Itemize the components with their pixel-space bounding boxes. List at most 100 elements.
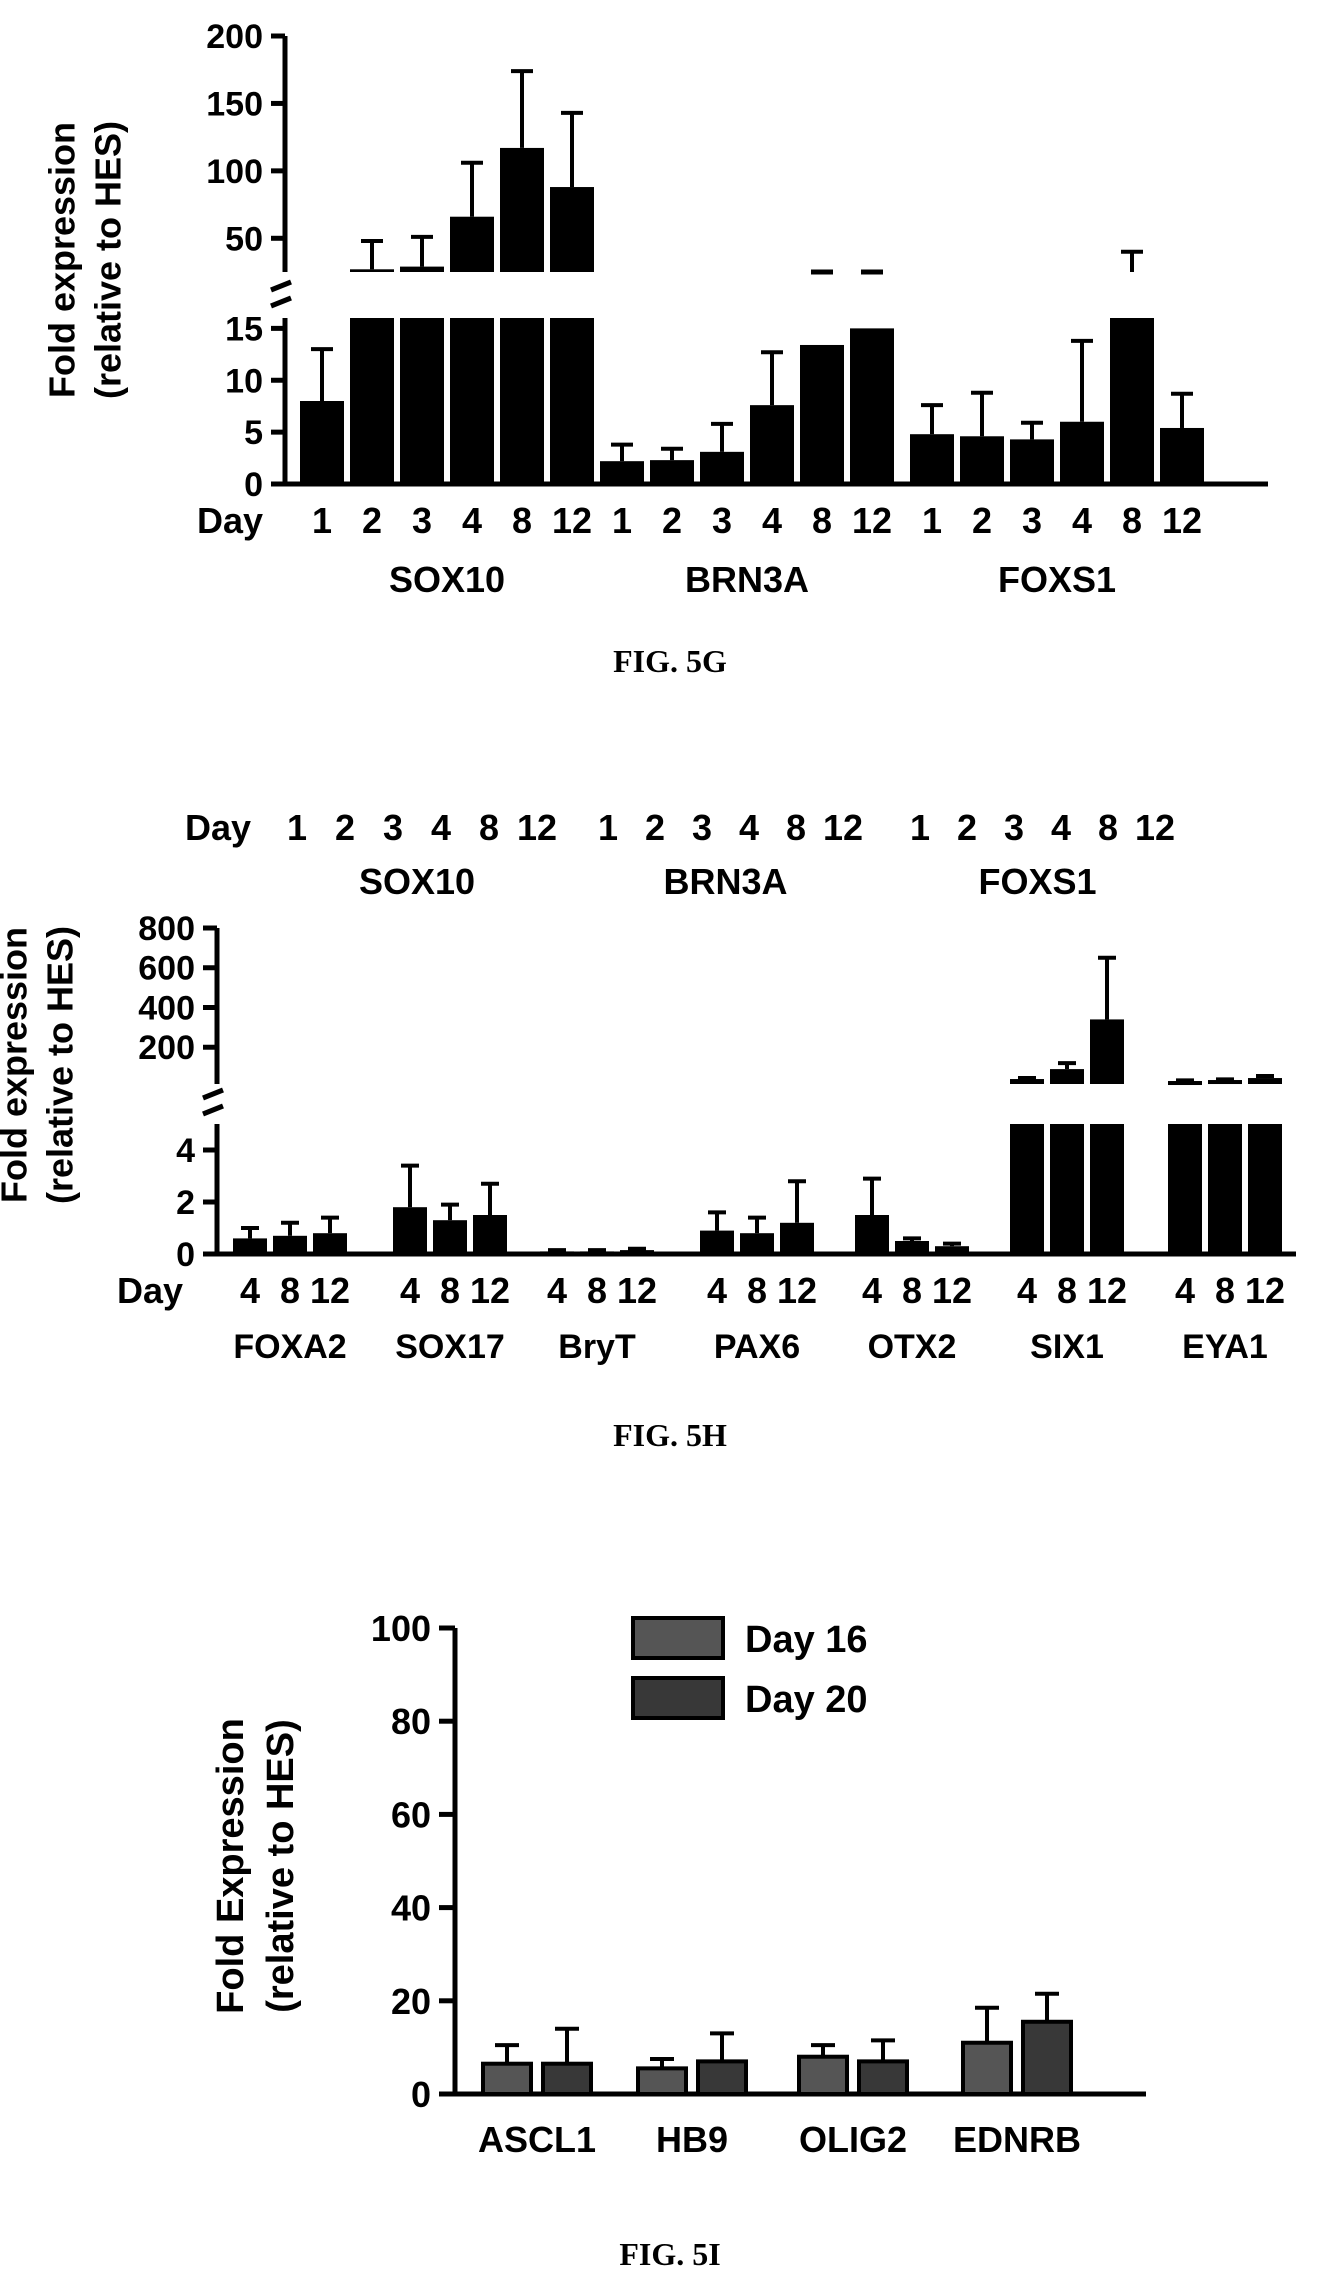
day-tick-label: 12	[552, 500, 592, 541]
legend-swatch	[631, 1616, 725, 1660]
caption-fig-5i: FIG. 5I	[619, 2236, 720, 2272]
bar	[350, 318, 394, 484]
bar	[580, 1251, 614, 1254]
bar	[800, 344, 844, 484]
caption-fig-5g: FIG. 5G	[613, 643, 727, 679]
day-tick-label: 4	[762, 500, 782, 541]
bar	[700, 1230, 734, 1254]
bar	[450, 216, 494, 272]
bar	[850, 328, 894, 484]
day-tick-label: 3	[712, 500, 732, 541]
legend-swatch	[631, 1676, 725, 1720]
y-tick-label: 100	[206, 153, 263, 191]
bar	[300, 401, 344, 484]
day-tick-label: 12	[470, 1270, 510, 1311]
bar	[696, 2059, 748, 2096]
top-day-tick-label: 12	[517, 807, 557, 848]
day-tick-label: 4	[707, 1270, 727, 1311]
bar	[600, 461, 644, 484]
bar	[500, 147, 544, 272]
day-tick-label: 3	[412, 500, 432, 541]
y-tick-label: 5	[244, 414, 263, 452]
bar	[1090, 1124, 1124, 1254]
day-tick-label: 12	[852, 500, 892, 541]
group-label: FOXA2	[233, 1328, 346, 1366]
bar	[473, 1215, 507, 1254]
y-axis-label-0: Fold Expression	[210, 1718, 252, 2014]
day-tick-label: 4	[400, 1270, 420, 1311]
top-group-label: FOXS1	[978, 861, 1096, 902]
bar	[1248, 1124, 1282, 1254]
chart-fig-5i: 0 20 40 60 80 100 Fold Expression (relative to …	[210, 1608, 1146, 2160]
bar	[1010, 1079, 1044, 1084]
day-row-label: Day	[117, 1270, 183, 1311]
category-label: ASCL1	[478, 2119, 596, 2160]
y-tick-label: 200	[138, 1029, 195, 1067]
top-group-label: BRN3A	[663, 861, 787, 902]
day-tick-label: 12	[1087, 1270, 1127, 1311]
y-tick-label: 0	[244, 466, 263, 504]
bar	[481, 2061, 533, 2096]
day-tick-label: 8	[1057, 1270, 1077, 1311]
group-label: BryT	[558, 1328, 636, 1366]
bar	[1160, 427, 1204, 484]
bar	[855, 1215, 889, 1254]
group-label: SIX1	[1030, 1328, 1104, 1366]
y-axis-label-1: (relative to HES)	[40, 926, 81, 1204]
top-day-tick-label: 1	[910, 807, 930, 848]
bar	[750, 405, 794, 484]
day-tick-label: 2	[662, 500, 682, 541]
bar	[393, 1207, 427, 1254]
bar	[935, 1246, 969, 1254]
bar	[1010, 1124, 1044, 1254]
day-tick-label: 8	[747, 1270, 767, 1311]
group-label: OTX2	[868, 1328, 957, 1366]
y-axis-label-0: Fold expression	[0, 927, 35, 1203]
top-day-tick-label: 2	[335, 807, 355, 848]
day-tick-label: 4	[1017, 1270, 1037, 1311]
bar	[895, 1241, 929, 1254]
bar	[550, 187, 594, 272]
y-tick-label: 0	[411, 2074, 431, 2115]
day-tick-label: 8	[512, 500, 532, 541]
bar	[1050, 1069, 1084, 1084]
top-day-tick-label: 2	[645, 807, 665, 848]
day-row-label: Day	[197, 500, 263, 541]
y-tick-label: 60	[391, 1794, 431, 1835]
top-day-tick-label: 3	[692, 807, 712, 848]
y-tick-label: 200	[206, 18, 263, 56]
bar	[500, 318, 544, 484]
bar	[960, 436, 1004, 484]
y-tick-label: 20	[391, 1981, 431, 2022]
day-tick-label: 8	[440, 1270, 460, 1311]
bar	[1021, 2019, 1073, 2097]
group-label: PAX6	[714, 1328, 800, 1366]
bar	[1050, 1124, 1084, 1254]
axis-break-mark	[270, 295, 292, 309]
bar	[433, 1220, 467, 1254]
group-label: EYA1	[1182, 1328, 1268, 1366]
day-tick-label: 1	[312, 500, 332, 541]
caption-fig-5h: FIG. 5H	[613, 1417, 727, 1453]
top-day-tick-label: 8	[479, 807, 499, 848]
y-axis-label-1: (relative to HES)	[88, 121, 129, 399]
bar	[400, 318, 444, 484]
top-day-tick-label: 8	[786, 807, 806, 848]
bar	[540, 1251, 574, 1254]
day-tick-label: 12	[777, 1270, 817, 1311]
day-tick-label: 12	[1162, 500, 1202, 541]
bar	[550, 318, 594, 484]
day-tick-label: 4	[462, 500, 482, 541]
bar	[910, 434, 954, 484]
top-day-row-label: Day	[185, 807, 251, 848]
bar	[1090, 1019, 1124, 1084]
day-tick-label: 12	[1245, 1270, 1285, 1311]
bar	[1010, 439, 1054, 484]
bar	[740, 1233, 774, 1254]
bar	[1168, 1124, 1202, 1254]
bar	[233, 1238, 267, 1254]
bar	[857, 2059, 909, 2096]
top-day-tick-label: 12	[823, 807, 863, 848]
